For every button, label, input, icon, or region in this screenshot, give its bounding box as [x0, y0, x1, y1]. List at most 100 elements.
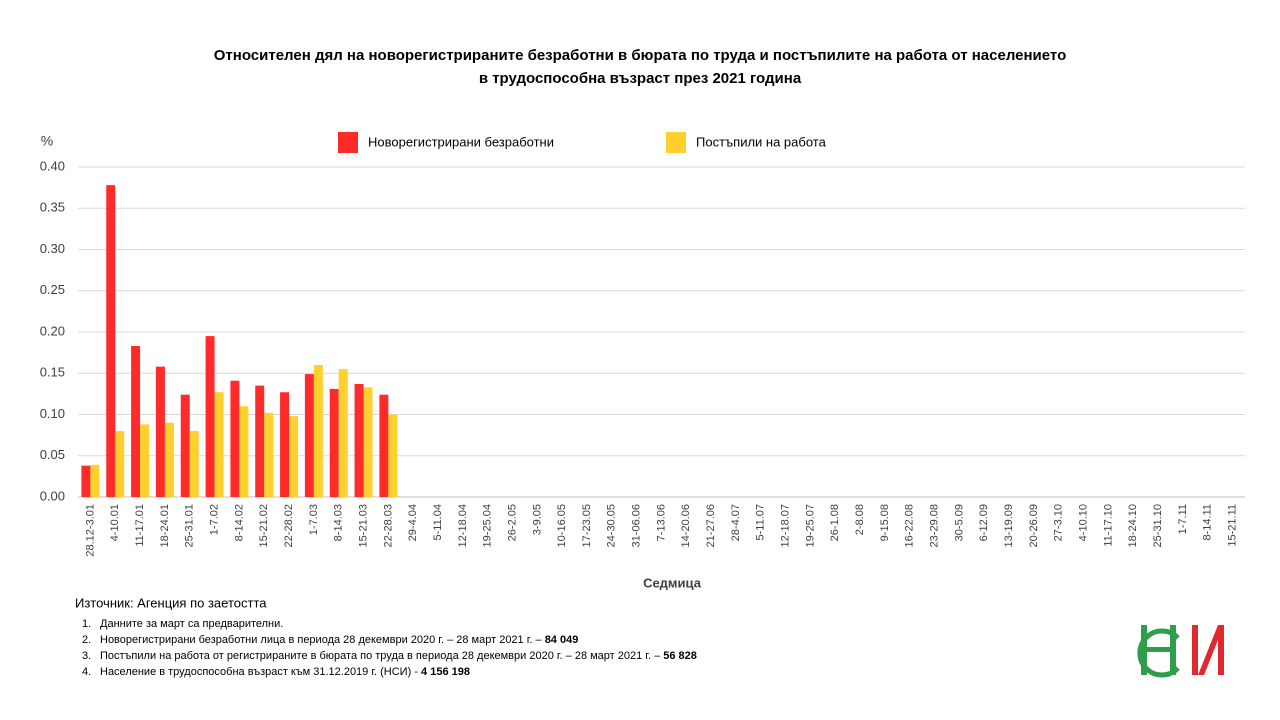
x-tick-label: 22-28.03 [382, 504, 394, 547]
x-tick-label: 21-27.06 [705, 504, 717, 547]
x-tick-label: 28.12-3.01 [84, 504, 96, 557]
x-tick-label: 6-12.09 [978, 504, 990, 541]
note: Постъпили на работа от регистрираните в … [100, 650, 697, 662]
note-text: Новорегистрирани безработни лица в перио… [100, 634, 545, 646]
bar [205, 336, 215, 497]
x-tick-label: 15-21.03 [357, 504, 369, 547]
bar [264, 412, 274, 497]
x-tick-label: 8-14.02 [233, 504, 245, 541]
chart-subtitle: в трудоспособна възраст през 2021 година [479, 70, 802, 87]
note-value: 84 049 [545, 634, 579, 646]
x-tick-label: 10-16.05 [556, 504, 568, 547]
logo [1137, 625, 1224, 678]
x-tick-label: 26-2.05 [506, 504, 518, 541]
x-tick-label: 1-7.11 [1177, 504, 1189, 534]
x-tick-label: 27-3.10 [1053, 504, 1065, 541]
x-tick-label: 15-21.02 [258, 504, 270, 547]
x-tick-label: 23-29.08 [929, 504, 941, 547]
note: Новорегистрирани безработни лица в перио… [100, 634, 578, 646]
bar [131, 346, 141, 497]
bar [155, 366, 165, 497]
bar [329, 388, 339, 497]
x-tick-label: 8-14.11 [1202, 504, 1214, 541]
bar [180, 394, 190, 497]
bar [354, 383, 364, 497]
note-number: 3. [82, 650, 91, 662]
bar [379, 394, 389, 497]
bar [313, 365, 323, 497]
x-tick-label: 11-17.10 [1102, 504, 1114, 547]
bar [115, 431, 125, 497]
x-tick-label: 5-11.07 [755, 504, 767, 541]
bar [164, 422, 174, 497]
bar [304, 374, 314, 497]
x-tick-label: 26-1.08 [829, 504, 841, 541]
x-tick-label: 15-21.11 [1226, 504, 1238, 547]
x-tick-label: 12-18.07 [780, 504, 792, 547]
x-tick-label: 18-24.01 [159, 504, 171, 547]
bar [189, 431, 199, 497]
x-tick-label: 20-26.09 [1028, 504, 1040, 547]
bar [338, 369, 348, 497]
x-tick-label: 30-5.09 [953, 504, 965, 541]
note: Данните за март са предварителни. [100, 618, 283, 630]
x-tick-label: 17-23.05 [581, 504, 593, 547]
x-tick-label: 29-4.04 [407, 504, 419, 541]
x-tick-label: 4-10.10 [1078, 504, 1090, 541]
y-tick-label: 0.10 [40, 406, 65, 421]
bar [90, 464, 100, 497]
x-tick-label: 24-30.05 [606, 504, 618, 547]
y-tick-label: 0.20 [40, 323, 65, 338]
bar [388, 414, 398, 497]
x-tick-label: 18-24.10 [1127, 504, 1139, 547]
bar [106, 185, 116, 497]
bar [140, 424, 150, 497]
bar [363, 387, 373, 497]
x-tick-label: 9-15.08 [879, 504, 891, 541]
x-tick-label: 5-11.04 [432, 504, 444, 541]
note-text: Население в трудоспособна възраст към 31… [100, 666, 421, 678]
y-tick-label: 0.15 [40, 365, 65, 380]
bar [239, 406, 249, 497]
bar [81, 465, 91, 497]
legend-label: Новорегистрирани безработни [368, 134, 554, 149]
x-tick-label: 7-13.06 [655, 504, 667, 541]
bar [214, 392, 224, 497]
x-tick-label: 4-10.01 [109, 504, 121, 541]
x-tick-label: 13-19.09 [1003, 504, 1015, 547]
x-tick-label: 25-31.01 [184, 504, 196, 547]
y-axis-label: % [41, 133, 53, 149]
note-number: 4. [82, 666, 91, 678]
source: Източник: Агенция по заетостта [75, 595, 267, 610]
bar [280, 392, 290, 497]
y-tick-label: 0.05 [40, 447, 65, 462]
x-tick-label: 1-7.03 [308, 504, 320, 535]
legend-swatch [666, 132, 686, 153]
note-text: Постъпили на работа от регистрираните в … [100, 650, 663, 662]
note-number: 2. [82, 634, 91, 646]
y-tick-label: 0.40 [40, 158, 65, 173]
x-tick-label: 19-25.04 [482, 504, 494, 547]
y-tick-label: 0.00 [40, 488, 65, 503]
legend-label: Постъпили на работа [696, 134, 827, 149]
x-tick-label: 14-20.06 [680, 504, 692, 547]
x-tick-label: 11-17.01 [134, 504, 146, 547]
note-text: Данните за март са предварителни. [100, 618, 283, 630]
x-tick-label: 3-9.05 [531, 504, 543, 535]
x-tick-label: 8-14.03 [333, 504, 345, 541]
bar [230, 380, 240, 497]
x-tick-label: 19-25.07 [804, 504, 816, 547]
note: Население в трудоспособна възраст към 31… [100, 666, 470, 678]
x-tick-label: 12-18.04 [457, 504, 469, 547]
bar [289, 416, 299, 497]
x-axis-label: Седмица [643, 575, 702, 590]
x-tick-label: 22-28.02 [283, 504, 295, 547]
note-value: 56 828 [663, 650, 697, 662]
chart-title: Относителен дял на новорегистрираните бе… [214, 47, 1066, 64]
bar [255, 385, 265, 497]
note-value: 4 156 198 [421, 666, 470, 678]
y-tick-label: 0.30 [40, 241, 65, 256]
x-tick-label: 1-7.02 [208, 504, 220, 535]
